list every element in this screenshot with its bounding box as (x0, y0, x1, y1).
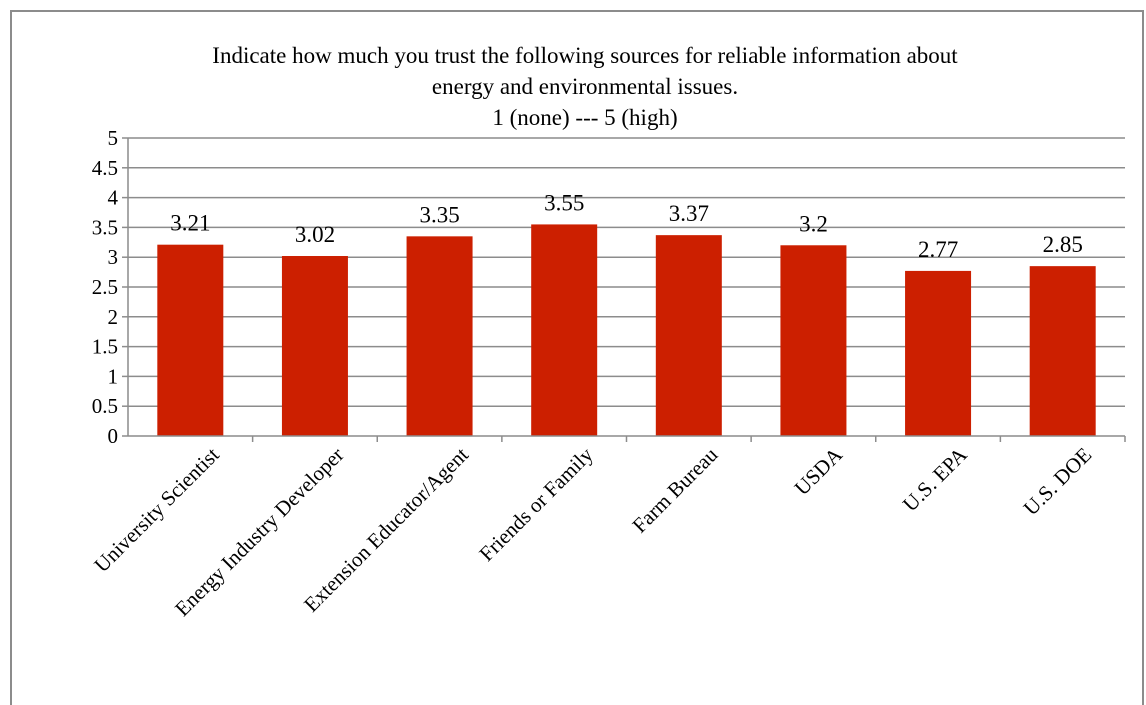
value-label: 3.02 (295, 222, 335, 247)
y-tick-label: 2.5 (92, 275, 118, 299)
bars (157, 224, 1096, 436)
value-label: 3.55 (544, 190, 584, 215)
y-tick-label: 0 (108, 424, 119, 448)
bar (281, 256, 348, 436)
chart-title-line-2: energy and environmental issues. (432, 74, 738, 99)
y-tick-label: 3 (108, 245, 119, 269)
y-axis: 0 0.5 1 1.5 2 2.5 3 3.5 4 4.5 5 (92, 126, 129, 448)
value-label: 3.37 (669, 201, 709, 226)
value-label: 3.21 (170, 211, 210, 236)
chart-title-line-1: Indicate how much you trust the followin… (212, 43, 958, 68)
value-label: 3.35 (419, 202, 459, 227)
y-tick-label: 1 (108, 364, 119, 388)
y-tick-label: 1.5 (92, 335, 118, 359)
chart-title: Indicate how much you trust the followin… (212, 43, 958, 130)
gridlines (128, 137, 1125, 407)
bar (157, 244, 224, 436)
chart-title-line-3: 1 (none) --- 5 (high) (492, 105, 677, 130)
x-tick-label: U.S. DOE (1019, 443, 1097, 521)
bar (905, 270, 972, 436)
value-label: 3.2 (799, 211, 828, 236)
bar (780, 245, 847, 436)
value-label: 2.77 (918, 237, 958, 262)
x-tick-label: U.S. EPA (898, 442, 972, 516)
x-tick-label: Friends or Family (474, 442, 598, 566)
chart-frame (10, 10, 1144, 705)
bar (406, 236, 473, 436)
x-tick-label: USDA (790, 442, 848, 500)
x-tick-label: University Scientist (89, 442, 224, 577)
y-tick-label: 4 (108, 186, 119, 210)
value-labels: 3.21 3.02 3.35 3.55 3.37 3.2 2.77 2.85 (170, 190, 1083, 261)
y-tick-label: 2 (108, 305, 119, 329)
y-tick-label: 4.5 (92, 156, 118, 180)
bar (1029, 266, 1096, 436)
y-tick-label: 0.5 (92, 394, 118, 418)
bar (531, 224, 598, 436)
bar (655, 235, 722, 436)
y-tick-label: 5 (108, 126, 119, 150)
x-tick-label: Farm Bureau (627, 442, 722, 537)
value-label: 2.85 (1043, 232, 1083, 257)
y-tick-label: 3.5 (92, 215, 118, 239)
